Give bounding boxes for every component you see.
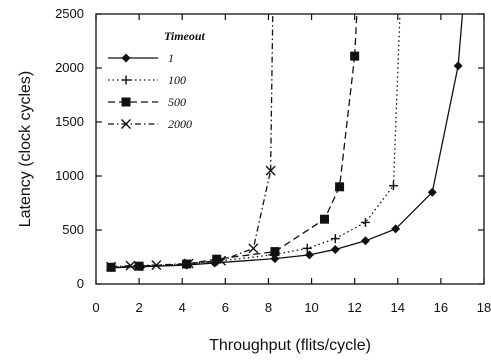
data-point (248, 243, 259, 254)
series-asymptote (354, 14, 358, 57)
data-point (265, 165, 276, 176)
data-point (125, 260, 136, 271)
series-1 (106, 14, 464, 273)
data-point (388, 181, 398, 191)
data-point (106, 261, 117, 272)
series-2000 (106, 14, 276, 272)
x-tick-label: 4 (179, 300, 186, 315)
y-tick-label: 0 (77, 276, 84, 291)
data-point (391, 224, 401, 234)
y-tick-label: 2500 (55, 6, 84, 21)
y-tick-label: 1000 (55, 168, 84, 183)
data-point (182, 259, 192, 269)
series-asymptote (269, 14, 274, 171)
x-tick-label: 14 (391, 300, 405, 315)
y-tick-label: 1500 (55, 114, 84, 129)
legend: Timeout 1 100 500 2000 (108, 29, 206, 131)
y-tick-label: 2000 (55, 60, 84, 75)
data-point (360, 217, 370, 227)
plot-frame (95, 13, 485, 285)
legend-marker (121, 53, 131, 63)
series-line (111, 170, 272, 268)
legend-label: 100 (168, 73, 186, 87)
x-tick-label: 10 (304, 300, 318, 315)
data-point (350, 51, 360, 61)
x-tick-label: 8 (265, 300, 272, 315)
data-point (304, 250, 314, 260)
data-point (134, 261, 144, 271)
x-tick-label: 2 (135, 300, 142, 315)
legend-title: Timeout (164, 29, 206, 43)
series-line (111, 65, 459, 269)
legend-label: 500 (168, 95, 186, 109)
y-tick-label: 500 (62, 222, 84, 237)
data-point (335, 182, 345, 192)
data-point (183, 258, 194, 269)
data-point (302, 243, 312, 253)
series-line (113, 185, 394, 268)
legend-label: 1 (168, 51, 174, 65)
x-tick-label: 6 (222, 300, 229, 315)
data-point (216, 255, 227, 266)
data-point (427, 187, 437, 197)
x-tick-label: 16 (434, 300, 448, 315)
legend-marker (121, 119, 131, 129)
legend-label: 2000 (168, 117, 192, 131)
data-point (453, 61, 463, 71)
series-asymptote (392, 14, 401, 186)
x-axis-title: Throughput (flits/cycle) (209, 337, 371, 354)
series-layer (106, 14, 464, 273)
x-tick-label: 12 (347, 300, 361, 315)
series-asymptote (457, 14, 464, 66)
data-point (360, 236, 370, 246)
x-tick-label: 0 (92, 300, 99, 315)
data-point (270, 247, 280, 257)
legend-marker (121, 75, 131, 85)
y-axis-title: Latency (clock cycles) (17, 71, 34, 228)
data-point (330, 244, 340, 254)
series-line (111, 56, 356, 268)
data-point (212, 254, 222, 264)
series-500 (106, 14, 360, 272)
data-point (330, 234, 340, 244)
data-point (319, 214, 329, 224)
x-tick-label: 18 (477, 300, 491, 315)
data-point (151, 260, 162, 271)
legend-marker (121, 97, 131, 107)
